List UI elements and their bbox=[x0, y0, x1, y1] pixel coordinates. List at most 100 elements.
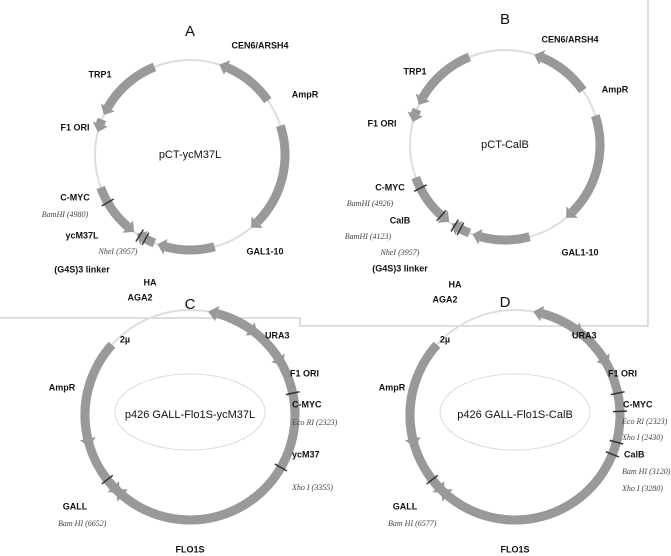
feature-arrowhead bbox=[407, 111, 423, 123]
feature-label: GAL1-10 bbox=[246, 246, 283, 256]
plasmid-name: p426 GALL-Flo1S-ycM37L bbox=[125, 409, 255, 421]
feature-arc bbox=[585, 337, 607, 361]
site-label: Bam HI (6652) bbox=[58, 519, 107, 528]
feature-arrowhead bbox=[404, 436, 421, 448]
feature-label: AmpR bbox=[602, 84, 629, 94]
panel-letter: A bbox=[185, 23, 195, 40]
feature-arrowhead bbox=[219, 60, 231, 75]
feature-arc bbox=[119, 392, 300, 525]
feature-label: F1 ORI bbox=[367, 118, 396, 128]
feature-arc bbox=[80, 373, 97, 440]
feature-label: 2µ bbox=[440, 334, 450, 344]
feature-label: GALL bbox=[393, 501, 418, 511]
feature-arrowhead bbox=[251, 216, 263, 228]
feature-arc bbox=[95, 117, 107, 126]
feature-arc bbox=[552, 313, 578, 333]
feature-arc bbox=[96, 185, 131, 231]
feature-label: F1 ORI bbox=[60, 122, 89, 132]
feature-arrowhead bbox=[157, 239, 168, 255]
feature-arc bbox=[479, 232, 531, 245]
feature-arc bbox=[456, 224, 472, 238]
feature-label: FLO1S bbox=[500, 544, 529, 554]
site-tick bbox=[141, 232, 150, 246]
site-label: NheI (3957) bbox=[98, 247, 138, 256]
feature-arc bbox=[225, 63, 272, 104]
feature-label: (G4S)3 linker bbox=[372, 263, 428, 273]
feature-arrowhead bbox=[92, 121, 108, 133]
site-tick bbox=[436, 209, 447, 222]
site-label: Bam HI (6577) bbox=[388, 519, 437, 528]
feature-arrowhead bbox=[472, 229, 483, 245]
feature-arc bbox=[260, 337, 282, 361]
site-tick bbox=[426, 474, 439, 485]
site-tick bbox=[605, 451, 620, 458]
feature-arc bbox=[444, 392, 625, 525]
site-tick bbox=[274, 463, 288, 472]
feature-label: (G4S)3 linker bbox=[54, 264, 110, 274]
feature-arc bbox=[97, 468, 117, 490]
feature-label: URA3 bbox=[572, 330, 597, 340]
feature-label: F1 ORI bbox=[290, 368, 319, 378]
feature-label: GAL1-10 bbox=[561, 247, 598, 257]
feature-label: F1 ORI bbox=[608, 368, 637, 378]
site-tick bbox=[609, 439, 624, 445]
site-label: BamHI (4926) bbox=[347, 199, 394, 208]
site-label: NheI (3957) bbox=[380, 248, 420, 257]
site-tick bbox=[101, 198, 115, 207]
feature-arc bbox=[410, 107, 422, 116]
feature-label: FLO1S bbox=[175, 544, 204, 554]
feature-label: C-MYC bbox=[623, 399, 653, 409]
site-tick bbox=[456, 222, 465, 236]
feature-arrowhead bbox=[271, 353, 285, 366]
feature-arrowhead bbox=[100, 103, 115, 115]
site-tick bbox=[610, 390, 625, 396]
feature-arrowhead bbox=[79, 436, 96, 448]
feature-label: ycM37 bbox=[292, 449, 320, 459]
feature-arrowhead bbox=[122, 220, 135, 233]
panel-letter: C bbox=[185, 296, 196, 313]
feature-arrowhead bbox=[432, 481, 445, 494]
feature-label: AmpR bbox=[379, 382, 406, 392]
site-tick bbox=[135, 229, 145, 242]
plasmid-name: pCT-ycM37L bbox=[159, 149, 221, 161]
feature-arrowhead bbox=[245, 322, 258, 336]
feature-arrowhead bbox=[533, 305, 545, 322]
center-ellipse bbox=[439, 373, 591, 451]
site-tick bbox=[285, 390, 300, 396]
feature-label: AGA2 bbox=[127, 292, 152, 302]
feature-label: AmpR bbox=[292, 89, 319, 99]
feature-label: HA bbox=[449, 279, 462, 289]
feature-label: ycM37L bbox=[65, 230, 99, 240]
feature-arrowhead bbox=[415, 93, 430, 105]
feature-label: 2µ bbox=[120, 334, 130, 344]
feature-arrowhead bbox=[534, 50, 546, 65]
feature-label: CEN6/ARSH4 bbox=[541, 34, 598, 44]
feature-label: AGA2 bbox=[432, 294, 457, 304]
feature-arc bbox=[418, 52, 472, 100]
feature-arrowhead bbox=[437, 210, 450, 223]
feature-arc bbox=[540, 53, 587, 94]
site-label: Eco RI (2323) bbox=[291, 418, 338, 427]
feature-arrowhead bbox=[107, 481, 120, 494]
feature-label: CEN6/ARSH4 bbox=[231, 40, 288, 50]
feature-arc bbox=[103, 62, 157, 110]
feature-label: TRP1 bbox=[403, 66, 426, 76]
feature-label: GALL bbox=[63, 501, 88, 511]
feature-arc bbox=[568, 114, 605, 216]
plasmid-name: p426 GALL-Flo1S-CalB bbox=[457, 409, 573, 421]
feature-arrowhead bbox=[596, 353, 610, 366]
feature-arc bbox=[411, 175, 446, 221]
feature-label: HA bbox=[144, 277, 157, 287]
feature-arc bbox=[164, 242, 216, 255]
feature-label: C-MYC bbox=[60, 192, 90, 202]
site-tick bbox=[450, 219, 460, 232]
panel-letter: D bbox=[500, 294, 511, 311]
feature-label: URA3 bbox=[265, 330, 290, 340]
panel-border bbox=[0, 0, 649, 327]
feature-arc bbox=[405, 373, 422, 440]
site-label: Xho I (3280) bbox=[621, 484, 663, 493]
feature-arc bbox=[422, 468, 442, 490]
feature-arc bbox=[227, 313, 253, 333]
site-tick bbox=[413, 184, 427, 192]
feature-label: CalB bbox=[624, 449, 645, 459]
